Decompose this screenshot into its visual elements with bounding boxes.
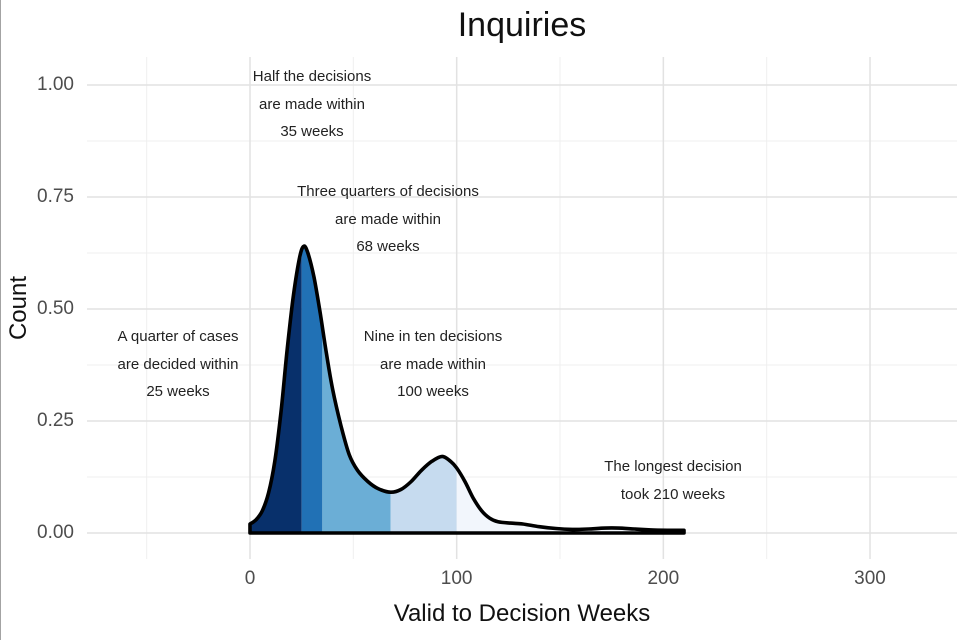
chart-title: Inquiries xyxy=(457,6,587,44)
annotation: Half the decisions are made within 35 week… xyxy=(162,63,462,146)
annotation-line: are made within xyxy=(380,355,486,373)
y-tick-label: 0.75 xyxy=(37,186,74,207)
annotation-line: The longest decision xyxy=(604,458,742,475)
annotation-line: are made within xyxy=(259,95,365,113)
annotation-line: 25 weeks xyxy=(146,383,210,400)
annotation-line: Half the decisions xyxy=(252,68,372,85)
annotation-line: took 210 weeks xyxy=(620,485,726,503)
x-tick-label: 100 xyxy=(440,568,473,589)
annotation: The longest decision took 210 weeks xyxy=(523,453,823,508)
x-tick-label: 200 xyxy=(647,568,680,589)
annotation-line: are made within xyxy=(335,210,441,228)
left-edge-line xyxy=(0,0,1,640)
x-tick-label: 300 xyxy=(854,568,886,589)
x-axis-title: Valid to Decision Weeks xyxy=(393,600,651,627)
y-tick-label: 1.00 xyxy=(37,74,74,95)
annotation: Three quarters of decisions are made with… xyxy=(238,178,538,261)
y-tick-label: 0.50 xyxy=(37,298,74,319)
density-band xyxy=(456,467,684,533)
density-band xyxy=(322,326,391,533)
density-band xyxy=(250,249,302,533)
x-tick-label: 0 xyxy=(244,568,256,589)
annotation-line: 100 weeks xyxy=(397,383,469,400)
density-outline xyxy=(248,244,686,535)
annotation-line: 68 weeks xyxy=(356,238,420,255)
annotation-line: A quarter of cases xyxy=(117,328,239,345)
annotation-line: are decided within xyxy=(117,355,239,373)
annotation: A quarter of cases are decided within 25 w… xyxy=(28,323,328,406)
annotation-line: Nine in ten decisions xyxy=(363,328,503,345)
annotation-line: 35 weeks xyxy=(280,123,344,140)
density-band xyxy=(301,246,323,533)
annotation-line: Three quarters of decisions xyxy=(297,183,479,200)
y-tick-label: 0.00 xyxy=(37,522,74,543)
density-band xyxy=(390,456,457,533)
annotation: Nine in ten decisions are made within 100 … xyxy=(283,323,583,406)
y-tick-label: 0.25 xyxy=(37,410,74,431)
